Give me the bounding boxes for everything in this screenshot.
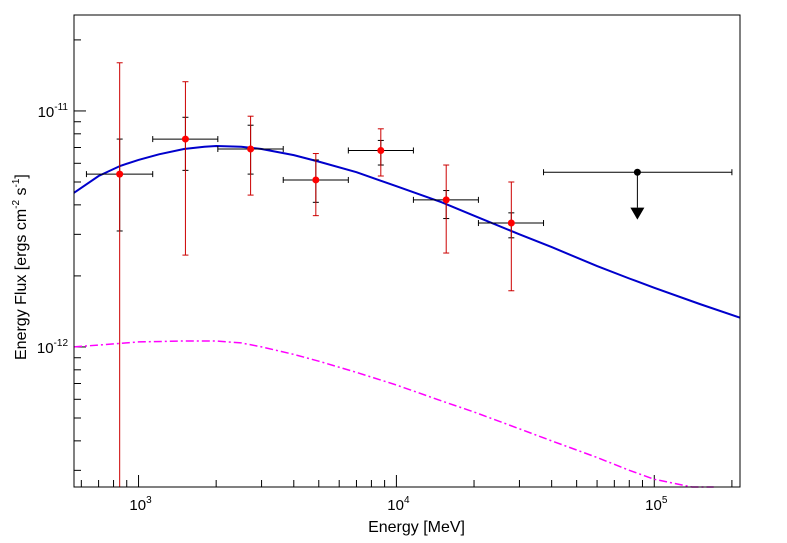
y-tick-label: 10-11 — [38, 102, 69, 121]
data-points — [85, 62, 733, 487]
model-fit-line — [73, 144, 741, 319]
background-component-line — [73, 340, 714, 488]
data-point-marker — [377, 146, 385, 154]
axis-ticks — [74, 39, 733, 487]
plot-frame — [73, 14, 741, 488]
data-point-marker — [442, 196, 450, 204]
y-tick-labels: 10-11 10-12 — [37, 102, 69, 357]
y-tick-label: 10-12 — [37, 338, 69, 357]
upper-limit-marker — [633, 168, 641, 176]
data-point-marker — [181, 135, 189, 143]
data-point-marker — [507, 219, 515, 227]
data-point-marker — [312, 176, 320, 184]
x-axis-title: Energy [MeV] — [368, 519, 465, 536]
data-point-marker — [247, 145, 255, 153]
x-tick-label: 104 — [387, 495, 410, 514]
data-point-marker — [116, 170, 124, 178]
x-tick-label: 105 — [645, 495, 668, 514]
x-tick-labels: 103 104 105 — [129, 495, 667, 514]
x-tick-label: 103 — [129, 495, 152, 514]
y-axis-title: Energy Flux [ergs cm-2 s-1] — [11, 174, 30, 360]
upper-limit-arrow — [630, 207, 645, 220]
model-curves — [73, 144, 741, 488]
